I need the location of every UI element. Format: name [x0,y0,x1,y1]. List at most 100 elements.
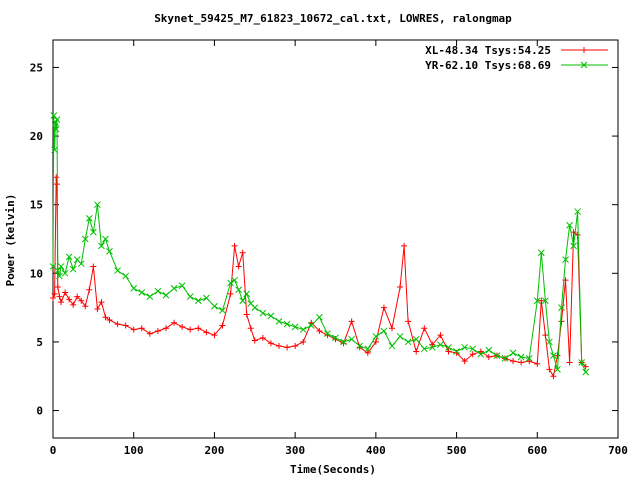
data-point [538,297,545,304]
x-tick-label: 500 [447,444,467,457]
data-point [82,303,89,310]
x-axis-label: Time(Seconds) [290,463,376,476]
data-point [420,345,428,353]
data-point [211,302,218,310]
data-point [526,358,533,365]
data-point [54,267,62,274]
data-point [98,299,105,306]
legend-marker [580,61,588,69]
data-point [203,329,210,336]
data-point [388,342,396,350]
data-point [546,366,553,373]
data-point [348,318,355,325]
data-point [429,344,436,351]
data-point [227,279,234,287]
data-point [558,304,565,311]
data-point [106,316,113,323]
data-point [251,337,258,344]
data-point [566,359,573,366]
data-point [138,325,145,332]
data-point [518,359,525,366]
data-point [239,249,246,256]
data-point [397,284,404,291]
data-point [78,297,85,304]
data-point [372,333,380,340]
data-point [509,349,517,357]
data-point [57,263,65,270]
data-point [364,349,371,356]
data-point [570,242,577,250]
y-tick-label: 5 [36,336,43,349]
y-tick-label: 0 [36,405,43,418]
data-point [170,285,178,292]
chart-title: Skynet_59425_M7_61823_10672_cal.txt, LOW… [154,12,512,25]
data-point [130,326,137,333]
data-point [299,326,307,333]
data-point [94,305,101,312]
data-point [49,263,57,270]
series-0 [50,174,589,380]
data-point [546,338,553,346]
data-point [219,307,226,314]
data-point [554,352,561,359]
x-tick-label: 700 [608,444,628,457]
data-point [203,294,210,302]
data-point [276,343,282,350]
data-point [243,311,250,318]
data-point [239,297,247,305]
x-tick-label: 200 [204,444,224,457]
data-point [102,314,109,321]
data-point [413,348,420,355]
data-point [348,335,355,343]
data-point [77,260,85,268]
data-point [534,360,541,367]
data-point [275,317,283,325]
data-point [52,125,60,133]
data-point [50,295,56,302]
data-point [389,325,395,332]
data-point [292,343,299,350]
axis-ticks: 0 100 200 300 400 500 600 700 0 5 10 15 20 25 [30,40,628,457]
series-1 [49,112,590,376]
data-point [211,332,218,339]
data-point [163,325,169,332]
plot-frame [52,39,619,439]
data-point [102,235,109,243]
data-point [461,344,468,351]
data-point [291,323,299,331]
y-tick-label: 25 [30,61,43,74]
data-point [517,353,525,361]
y-axis-label: Power (kelvin) [4,194,17,287]
data-point [90,263,97,270]
data-point [574,208,581,215]
data-point [316,327,323,334]
data-point [332,334,339,342]
data-point [231,242,238,249]
data-point [53,116,61,123]
data-point [56,293,63,300]
data-point [582,368,590,376]
data-point [437,332,444,339]
x-tick-label: 400 [366,444,386,457]
plot-area [49,112,590,380]
data-point [284,344,291,351]
data-point [154,327,161,334]
data-point [94,201,101,209]
data-point [138,289,146,296]
data-point [485,346,493,354]
data-point [231,276,238,284]
data-point [194,297,202,305]
data-point [235,263,242,270]
data-point [227,290,234,297]
data-point [162,291,170,299]
data-point [380,327,388,335]
data-point [364,345,372,353]
data-point [171,319,178,326]
y-tick-label: 20 [30,130,43,143]
data-point [485,354,492,361]
data-point [401,242,408,249]
data-point [81,235,89,243]
data-point [578,359,586,366]
data-point [114,267,121,274]
